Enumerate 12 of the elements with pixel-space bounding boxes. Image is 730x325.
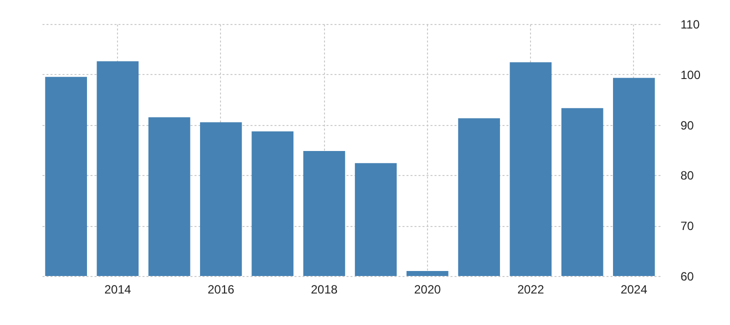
x-tick-label: 2022 xyxy=(517,282,544,296)
y-tick-label: 70 xyxy=(680,219,694,234)
x-tick-label: 2014 xyxy=(104,282,132,296)
x-tick-label: 2024 xyxy=(620,282,648,296)
y-tick-label: 60 xyxy=(680,270,694,284)
x-tick-label: 2018 xyxy=(310,282,338,296)
y-tick-label: 90 xyxy=(680,118,694,132)
y-tick-label: 80 xyxy=(680,168,694,183)
y-tick-label: 110 xyxy=(680,18,700,32)
y-tick-label: 100 xyxy=(680,68,701,82)
x-tick-label: 2016 xyxy=(208,282,235,296)
x-tick-label: 2020 xyxy=(414,282,442,296)
